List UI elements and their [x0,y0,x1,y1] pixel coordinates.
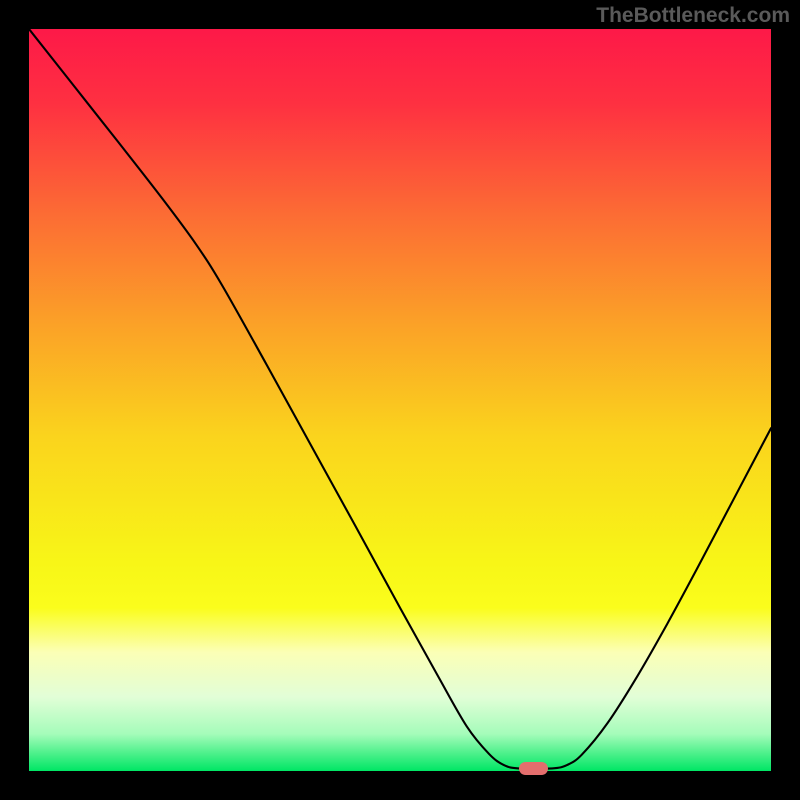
plot-svg [29,29,771,771]
gradient-background [29,29,771,771]
chart-stage: TheBottleneck.com [0,0,800,800]
plot-area [29,29,771,771]
optimum-marker [519,762,547,775]
watermark-text: TheBottleneck.com [596,4,790,28]
